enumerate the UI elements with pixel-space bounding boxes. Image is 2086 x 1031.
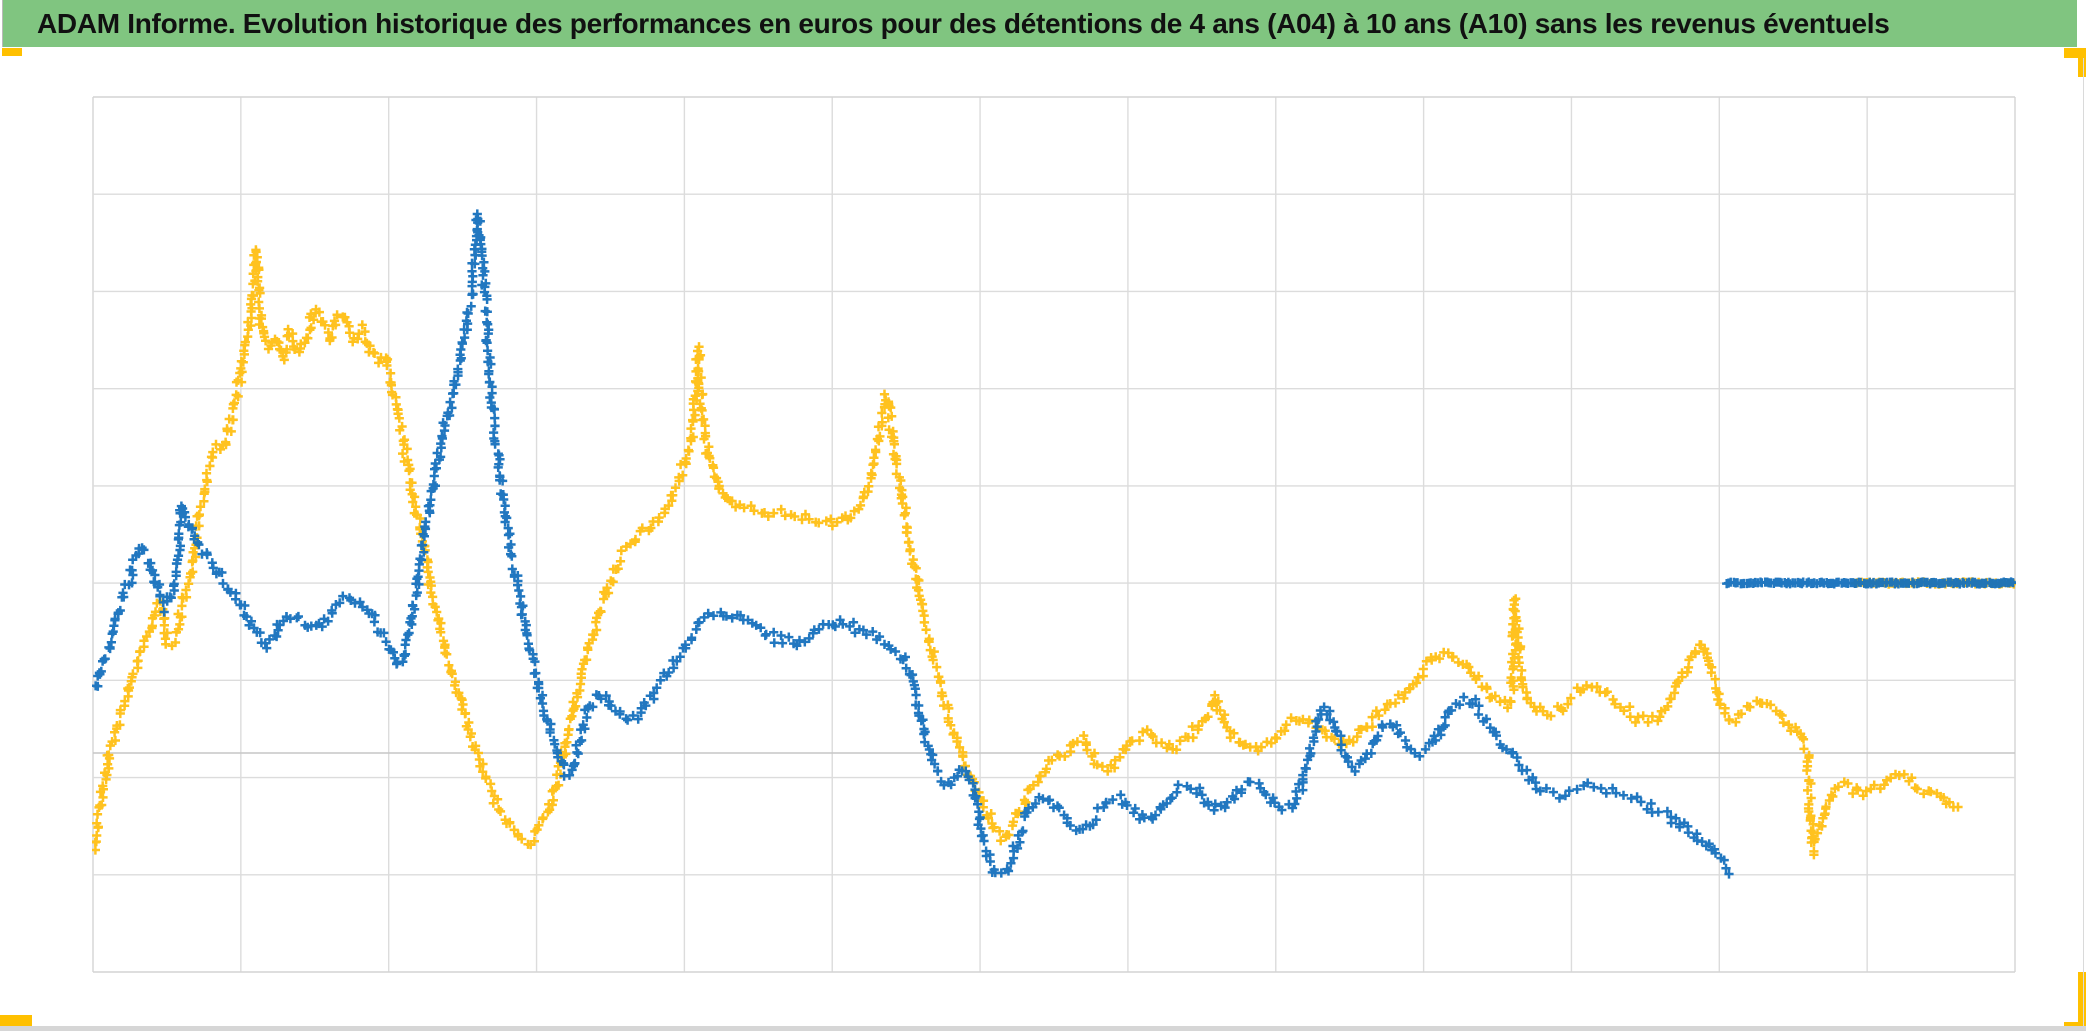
bottom-edge-bar (0, 1026, 2086, 1031)
crop-mark-bottom-left (0, 1015, 32, 1027)
page-title: ADAM Informe. Evolution historique des p… (37, 7, 1890, 39)
gridlines (92, 96, 2016, 973)
crop-mark-top-left (2, 48, 22, 56)
crop-mark-bottom-right-vertical (2078, 972, 2086, 1028)
crop-mark-top-right-horizontal (2064, 48, 2086, 58)
window-left-edge-line (2, 0, 3, 47)
series-serie-jaune (92, 245, 2016, 860)
window-right-edge-line (2083, 58, 2084, 1026)
crop-mark-bottom-right-horizontal (2064, 1022, 2086, 1028)
series-serie-bleue (92, 209, 2016, 879)
title-bar: ADAM Informe. Evolution historique des p… (3, 0, 2077, 47)
crop-mark-top-right-vertical (2078, 48, 2086, 77)
